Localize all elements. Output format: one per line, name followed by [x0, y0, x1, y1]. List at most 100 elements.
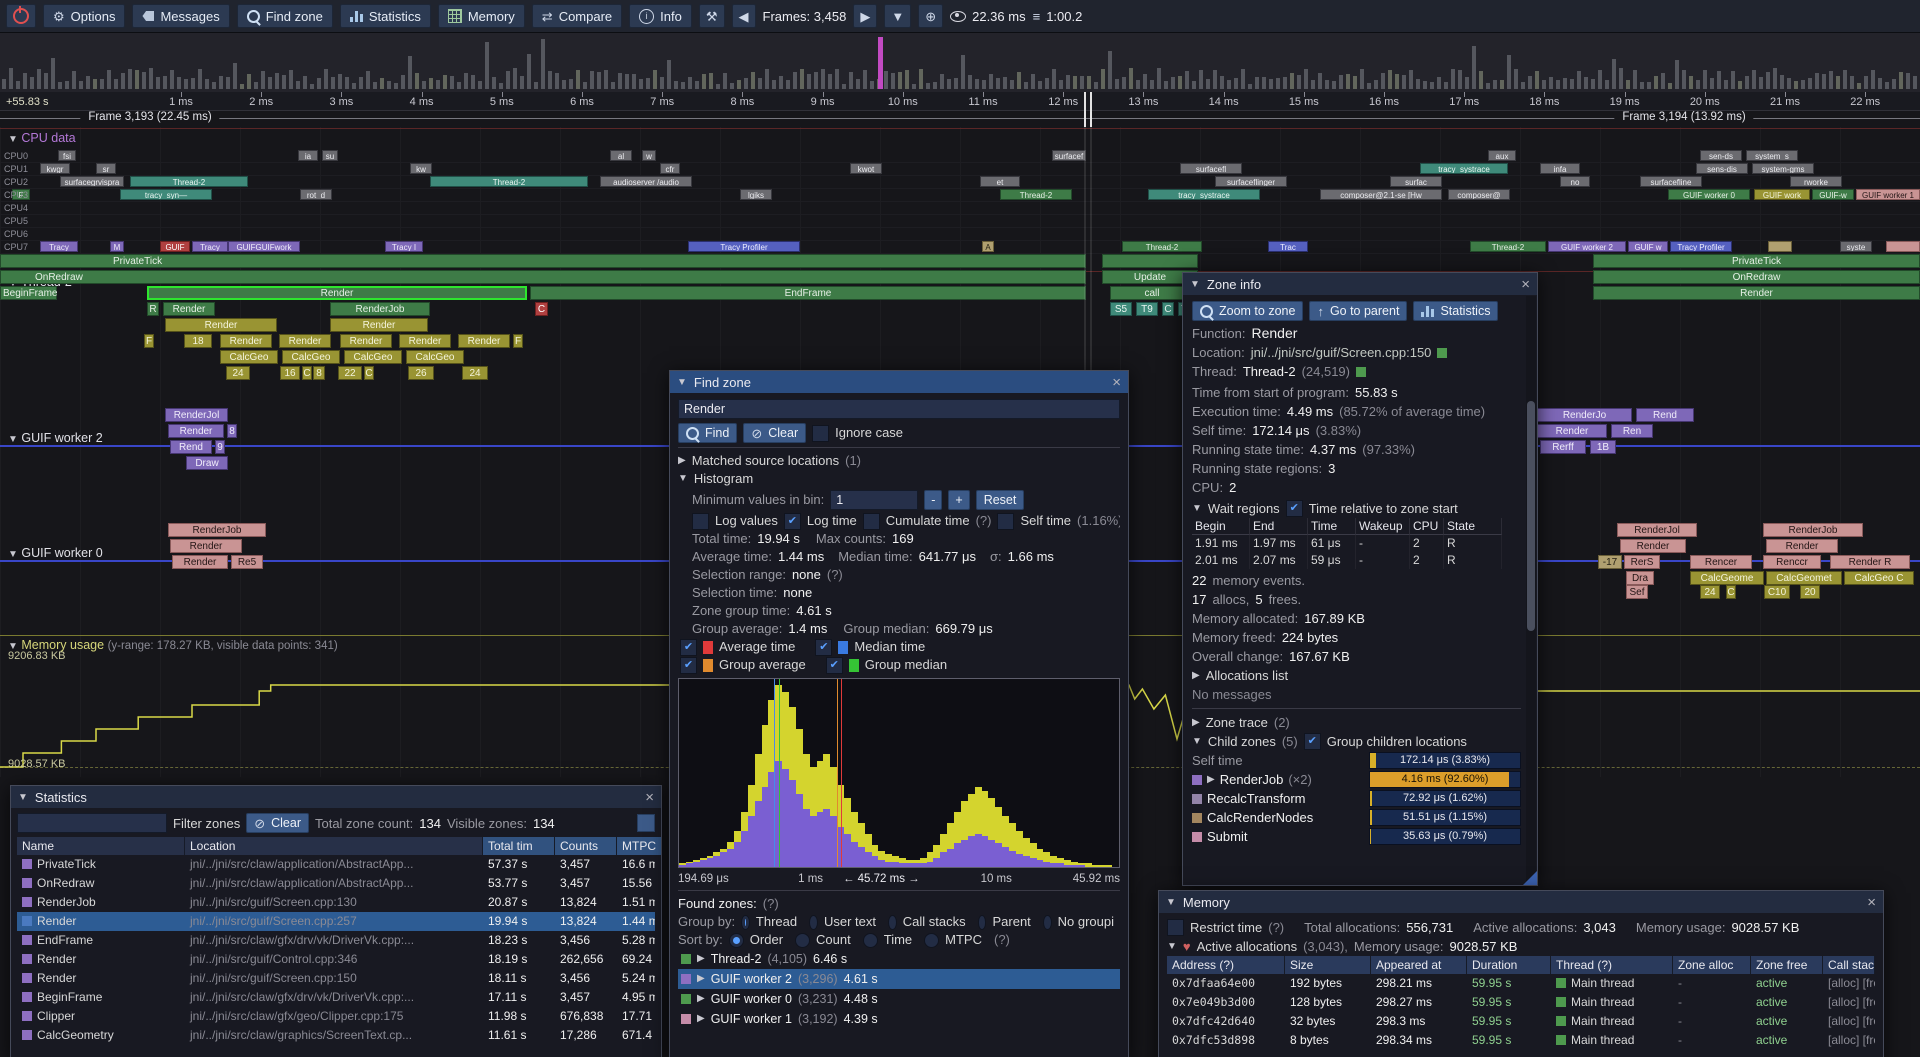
- wait-column-end[interactable]: End: [1250, 518, 1308, 535]
- frame-bar[interactable]: [429, 78, 433, 89]
- frame-bar[interactable]: [1332, 80, 1336, 89]
- log-time-checkbox[interactable]: [783, 512, 801, 530]
- collapse-icon[interactable]: ▼: [677, 376, 687, 388]
- column-header-mtpc[interactable]: MTPC: [617, 837, 661, 855]
- frame-bar[interactable]: [1234, 78, 1238, 89]
- frame-bar[interactable]: [660, 77, 664, 89]
- frame-bar[interactable]: [1892, 78, 1896, 89]
- zoom-to-frame-button[interactable]: ⊕: [918, 4, 944, 28]
- cpu-zone[interactable]: tracy_systrace: [1420, 163, 1508, 174]
- frame-bar[interactable]: [989, 73, 993, 89]
- frame-bar[interactable]: [1689, 75, 1693, 89]
- column-header-total-tim[interactable]: Total tim: [483, 837, 555, 855]
- frame-bar[interactable]: [891, 73, 895, 89]
- frame-bar[interactable]: [450, 75, 454, 89]
- cpu-zone[interactable]: [1768, 241, 1792, 252]
- radio-order[interactable]: [728, 932, 744, 948]
- frame-bar[interactable]: [408, 55, 412, 89]
- frame-bar[interactable]: [926, 82, 930, 89]
- frame-bar[interactable]: [583, 81, 587, 89]
- frame-bar[interactable]: [163, 75, 167, 89]
- allocation-row[interactable]: 0x7dfaa64e00 192 bytes 298.21 ms 59.95 s Mai…: [1167, 974, 1875, 993]
- frame-bar[interactable]: [849, 72, 853, 89]
- frame-bar[interactable]: [1780, 74, 1784, 89]
- frame-bar[interactable]: [1878, 78, 1882, 89]
- cpu-zone[interactable]: no: [1560, 176, 1590, 187]
- cpu-zone[interactable]: GUIF worker 0: [1668, 189, 1750, 200]
- column-header-address-[interactable]: Address (?): [1167, 956, 1285, 974]
- frame-bar[interactable]: [86, 76, 90, 89]
- frame-bar[interactable]: [219, 75, 223, 89]
- cpu-zone[interactable]: Thread-2: [430, 176, 588, 187]
- frame-bar[interactable]: [702, 73, 706, 89]
- zone-statistics-button[interactable]: Statistics: [1413, 301, 1499, 321]
- frame-bar[interactable]: [1416, 78, 1420, 89]
- frame-bar[interactable]: [611, 81, 615, 89]
- frame-bar[interactable]: [730, 82, 734, 89]
- zone-bar[interactable]: RenderJob: [168, 523, 266, 537]
- zone-bar[interactable]: Draw: [186, 456, 228, 470]
- frame-bar[interactable]: [1766, 71, 1770, 89]
- cpu-zone[interactable]: system_s: [1746, 150, 1798, 161]
- active-allocations-header[interactable]: ▼ ♥ Active allocations (3,043), Memory us…: [1167, 939, 1518, 954]
- frame-bar[interactable]: [198, 68, 202, 89]
- find-zone-button[interactable]: Find zone: [236, 4, 333, 28]
- memory-usage-graph[interactable]: [0, 645, 1920, 775]
- frame-bar[interactable]: [1157, 68, 1161, 89]
- cpu-zone[interactable]: syste: [1840, 241, 1872, 252]
- histogram-section-header[interactable]: ▼ Histogram: [678, 471, 754, 486]
- frame-bar[interactable]: [1283, 76, 1287, 89]
- cpu-zone[interactable]: GUIF: [160, 241, 190, 252]
- cpu-zone[interactable]: surfacefline: [1640, 176, 1702, 187]
- frame-bar[interactable]: [1304, 69, 1308, 89]
- frame-bar[interactable]: [1213, 69, 1217, 89]
- zone-bar[interactable]: S5: [1110, 302, 1132, 316]
- zone-bar[interactable]: OnRedraw: [1593, 270, 1920, 284]
- frame-bar[interactable]: [296, 81, 300, 89]
- frame-bar[interactable]: [814, 71, 818, 89]
- guif-worker0-header[interactable]: ▼ GUIF worker 0: [8, 546, 103, 560]
- zone-bar[interactable]: 18: [184, 334, 212, 348]
- frame-bar[interactable]: [639, 79, 643, 89]
- frame-bar[interactable]: [51, 57, 55, 89]
- cpu-zone[interactable]: sen-ds: [1700, 150, 1742, 161]
- frame-bar[interactable]: [1388, 70, 1392, 89]
- frame-bar[interactable]: [254, 81, 258, 89]
- frame-bar[interactable]: [786, 80, 790, 89]
- frame-bar[interactable]: [1598, 70, 1602, 89]
- power-button[interactable]: [6, 4, 36, 28]
- radio-user-text[interactable]: [809, 914, 818, 930]
- frame-bar[interactable]: [513, 68, 517, 89]
- frame-bar[interactable]: [520, 76, 524, 89]
- zone-bar[interactable]: Render: [168, 424, 224, 438]
- frame-bar[interactable]: [835, 69, 839, 89]
- frame-bar[interactable]: [1024, 81, 1028, 89]
- cumulate-time-checkbox[interactable]: [862, 512, 880, 530]
- zone-bar[interactable]: R: [147, 302, 159, 316]
- frame-bar[interactable]: [625, 74, 629, 89]
- frame-bar[interactable]: [1773, 68, 1777, 89]
- next-frame-button[interactable]: ▶: [853, 4, 878, 28]
- column-header-zone-alloc[interactable]: Zone alloc: [1673, 956, 1751, 974]
- zone-bar[interactable]: PrivateTick: [1593, 254, 1920, 268]
- zone-bar[interactable]: Rend: [170, 440, 212, 454]
- column-header-call-stack[interactable]: Call stack: [1823, 956, 1875, 974]
- zone-bar[interactable]: EndFrame: [530, 286, 1086, 300]
- cpu-zone[interactable]: GUIF work: [1754, 189, 1810, 200]
- thread-value[interactable]: Thread-2: [1242, 364, 1296, 379]
- frame-bar[interactable]: [898, 71, 902, 89]
- zone-bar[interactable]: Sef: [1626, 585, 1648, 599]
- radio-time[interactable]: [862, 932, 878, 948]
- frame-bar[interactable]: [289, 70, 293, 89]
- frame-bar[interactable]: [1535, 71, 1539, 89]
- frame-bar[interactable]: [1325, 80, 1329, 89]
- frame-bar[interactable]: [1633, 69, 1637, 89]
- frame-bar[interactable]: [1003, 77, 1007, 89]
- scrollbar[interactable]: [1526, 296, 1536, 881]
- radio-no-groupi[interactable]: [1042, 914, 1052, 930]
- column-header-size[interactable]: Size: [1285, 956, 1371, 974]
- restrict-time-checkbox[interactable]: [1167, 919, 1184, 936]
- frame-bar[interactable]: [1164, 80, 1168, 89]
- frame-dropdown-button[interactable]: ▼: [884, 4, 912, 28]
- frame-bar[interactable]: [1577, 70, 1581, 89]
